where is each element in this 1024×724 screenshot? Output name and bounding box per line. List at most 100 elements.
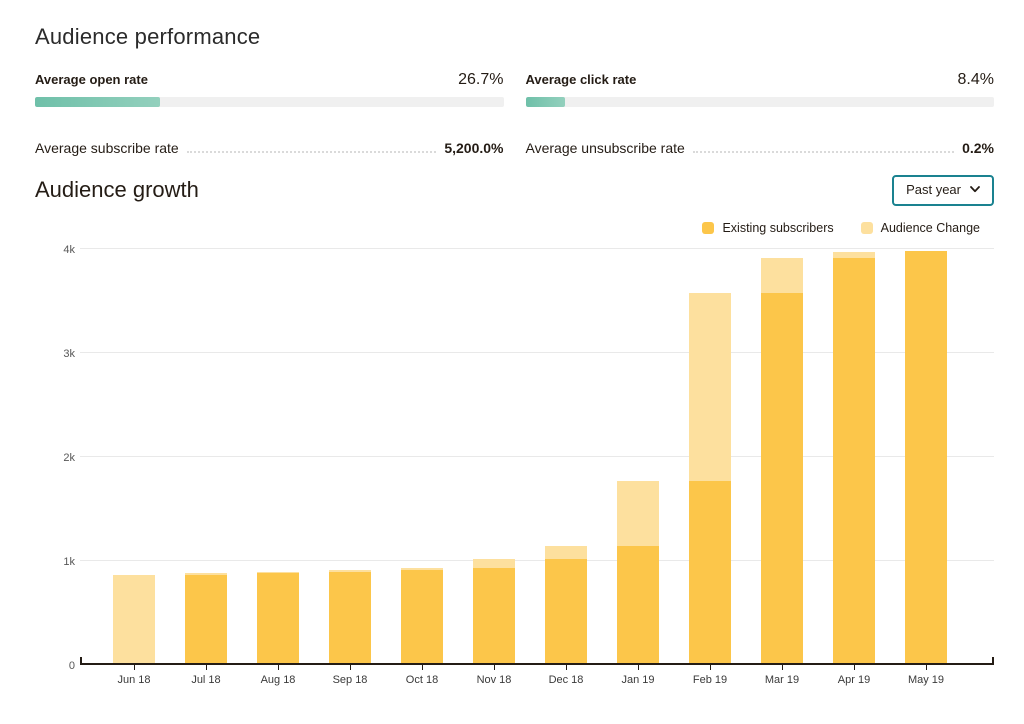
metric-click-rate: Average click rate 8.4% bbox=[525, 71, 995, 107]
bar-slot bbox=[818, 251, 890, 663]
existing-subscribers-segment[interactable] bbox=[617, 545, 659, 663]
metric-unsubscribe-rate: Average unsubscribe rate 0.2% bbox=[526, 140, 995, 156]
existing-subscribers-segment[interactable] bbox=[401, 569, 443, 663]
chart-legend: Existing subscribers Audience Change bbox=[35, 221, 980, 235]
stacked-bar-mar-19[interactable] bbox=[761, 258, 803, 663]
metric-value: 0.2% bbox=[962, 140, 994, 156]
legend-label: Existing subscribers bbox=[722, 220, 834, 235]
open-rate-progress-track bbox=[35, 97, 504, 107]
metric-label: Average open rate bbox=[35, 72, 148, 87]
audience-change-segment[interactable] bbox=[257, 572, 299, 573]
performance-metrics: Average open rate 26.7% Average click ra… bbox=[35, 71, 994, 156]
legend-item-existing-subscribers: Existing subscribers bbox=[702, 220, 834, 235]
legend-label: Audience Change bbox=[880, 220, 980, 235]
x-axis-tick bbox=[133, 664, 135, 670]
metric-value: 5,200.0% bbox=[444, 140, 504, 156]
bar-slot bbox=[170, 572, 242, 663]
open-rate-progress-fill bbox=[35, 97, 161, 107]
gridline-4k bbox=[80, 247, 994, 249]
y-axis-tick-label: 0 bbox=[68, 659, 75, 672]
metric-value: 26.7% bbox=[458, 71, 504, 88]
audience-change-segment[interactable] bbox=[401, 567, 443, 570]
legend-item-audience-change: Audience Change bbox=[860, 220, 980, 235]
date-range-label: Past year bbox=[906, 182, 961, 197]
metric-open-rate: Average open rate 26.7% bbox=[35, 71, 504, 107]
bar-slot bbox=[674, 293, 746, 663]
audience-change-segment[interactable] bbox=[545, 545, 587, 559]
gridline-2k bbox=[80, 455, 994, 457]
x-axis-tick bbox=[349, 664, 351, 670]
x-axis-tick-label: Dec 18 bbox=[530, 664, 602, 689]
stacked-bar-apr-19[interactable] bbox=[833, 251, 875, 663]
audience-change-segment[interactable] bbox=[689, 293, 731, 481]
metric-label: Average unsubscribe rate bbox=[525, 140, 685, 156]
x-axis-tick bbox=[853, 664, 855, 670]
date-range-dropdown[interactable]: Past year bbox=[892, 175, 994, 206]
growth-section-header: Audience growth Past year bbox=[35, 175, 994, 206]
x-axis-tick-label: Oct 18 bbox=[386, 664, 458, 689]
existing-subscribers-segment[interactable] bbox=[257, 572, 299, 663]
x-axis-labels: Jun 18 Jul 18 Aug 18 Sep 18 Oct 18 Nov 18 Dec … bbox=[98, 664, 962, 689]
audience-change-segment[interactable] bbox=[473, 558, 515, 568]
legend-swatch-icon bbox=[702, 221, 715, 234]
stacked-bar-sep-18[interactable] bbox=[329, 569, 371, 663]
audience-change-segment[interactable] bbox=[329, 569, 371, 573]
x-axis-tick-label: Mar 19 bbox=[746, 664, 818, 689]
x-axis-tick bbox=[493, 664, 495, 670]
existing-subscribers-segment[interactable] bbox=[761, 293, 803, 663]
dotted-leader bbox=[692, 151, 955, 153]
legend-swatch-icon bbox=[860, 221, 873, 234]
bar-slot bbox=[458, 558, 530, 663]
existing-subscribers-segment[interactable] bbox=[833, 258, 875, 663]
section-title: Audience growth bbox=[35, 177, 199, 203]
metric-open-rate-head: Average open rate 26.7% bbox=[35, 71, 504, 89]
stacked-bar-jan-19[interactable] bbox=[617, 480, 659, 663]
gridline-3k bbox=[80, 351, 994, 353]
x-axis-right-cap bbox=[992, 656, 994, 665]
existing-subscribers-segment[interactable] bbox=[545, 558, 587, 663]
click-rate-progress-track bbox=[525, 97, 994, 107]
stacked-bar-oct-18[interactable] bbox=[401, 567, 443, 663]
stacked-bar-dec-18[interactable] bbox=[545, 545, 587, 663]
x-axis-tick bbox=[277, 664, 279, 670]
x-axis-tick bbox=[421, 664, 423, 670]
chevron-down-icon bbox=[970, 186, 980, 193]
y-axis-tick-label: 4k bbox=[63, 243, 75, 256]
bar-slot bbox=[746, 258, 818, 663]
existing-subscribers-segment[interactable] bbox=[689, 480, 731, 663]
bars-area bbox=[98, 239, 962, 663]
stacked-bar-jul-18[interactable] bbox=[185, 572, 227, 663]
metric-value: 8.4% bbox=[957, 71, 994, 88]
audience-change-segment[interactable] bbox=[617, 480, 659, 546]
audience-change-segment[interactable] bbox=[761, 258, 803, 294]
audience-change-segment[interactable] bbox=[833, 251, 875, 259]
x-axis-tick bbox=[781, 664, 783, 670]
y-axis-tick-label: 2k bbox=[63, 451, 75, 464]
x-axis-left-cap bbox=[80, 656, 82, 665]
y-axis-tick-label: 3k bbox=[63, 347, 75, 360]
existing-subscribers-segment[interactable] bbox=[329, 572, 371, 663]
stacked-bar-aug-18[interactable] bbox=[257, 572, 299, 663]
x-axis-tick-label: Apr 19 bbox=[818, 664, 890, 689]
bar-slot bbox=[314, 569, 386, 663]
growth-chart: 0 1k 2k 3k 4k Jun 18 Jul 18 Aug 18 Sep 18 Oct 18… bbox=[35, 239, 994, 689]
audience-change-segment[interactable] bbox=[113, 575, 155, 663]
x-axis-tick-label: Aug 18 bbox=[242, 664, 314, 689]
x-axis-tick bbox=[205, 664, 207, 670]
x-axis-tick-label: Feb 19 bbox=[674, 664, 746, 689]
stacked-bar-may-19[interactable] bbox=[905, 250, 947, 663]
page: Audience performance Average open rate 2… bbox=[0, 24, 1024, 689]
stacked-bar-nov-18[interactable] bbox=[473, 558, 515, 663]
dotted-leader bbox=[186, 151, 437, 153]
bar-slot bbox=[386, 567, 458, 663]
metric-click-rate-head: Average click rate 8.4% bbox=[526, 71, 995, 89]
stacked-bar-jun-18[interactable] bbox=[113, 575, 155, 663]
existing-subscribers-segment[interactable] bbox=[185, 575, 227, 663]
page-title: Audience performance bbox=[35, 24, 261, 49]
existing-subscribers-segment[interactable] bbox=[905, 250, 947, 663]
stacked-bar-feb-19[interactable] bbox=[689, 293, 731, 663]
existing-subscribers-segment[interactable] bbox=[473, 567, 515, 663]
x-axis-line bbox=[80, 662, 994, 665]
click-rate-progress-fill bbox=[525, 97, 565, 107]
audience-change-segment[interactable] bbox=[185, 572, 227, 576]
